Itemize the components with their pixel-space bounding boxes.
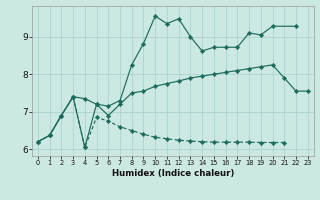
X-axis label: Humidex (Indice chaleur): Humidex (Indice chaleur): [112, 169, 234, 178]
